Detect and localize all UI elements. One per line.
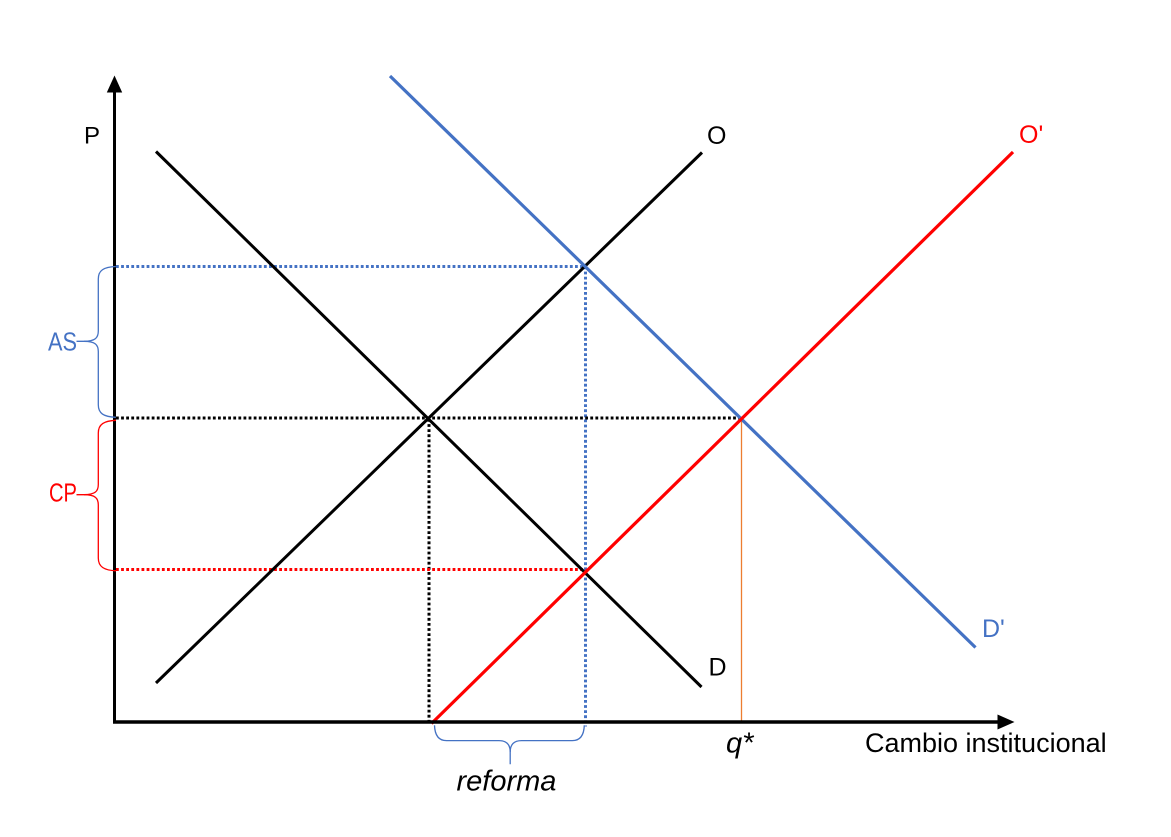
svg-text:CP: CP	[49, 478, 77, 508]
svg-text:q*: q*	[726, 728, 755, 760]
svg-text:reforma: reforma	[457, 766, 557, 798]
svg-text:D: D	[709, 654, 727, 682]
svg-text:D': D'	[982, 615, 1005, 643]
svg-text:AS: AS	[48, 327, 77, 357]
svg-text:O': O'	[1019, 121, 1043, 149]
svg-text:P: P	[84, 123, 100, 150]
svg-text:Cambio institucional: Cambio institucional	[865, 728, 1107, 758]
svg-text:O: O	[707, 122, 726, 150]
